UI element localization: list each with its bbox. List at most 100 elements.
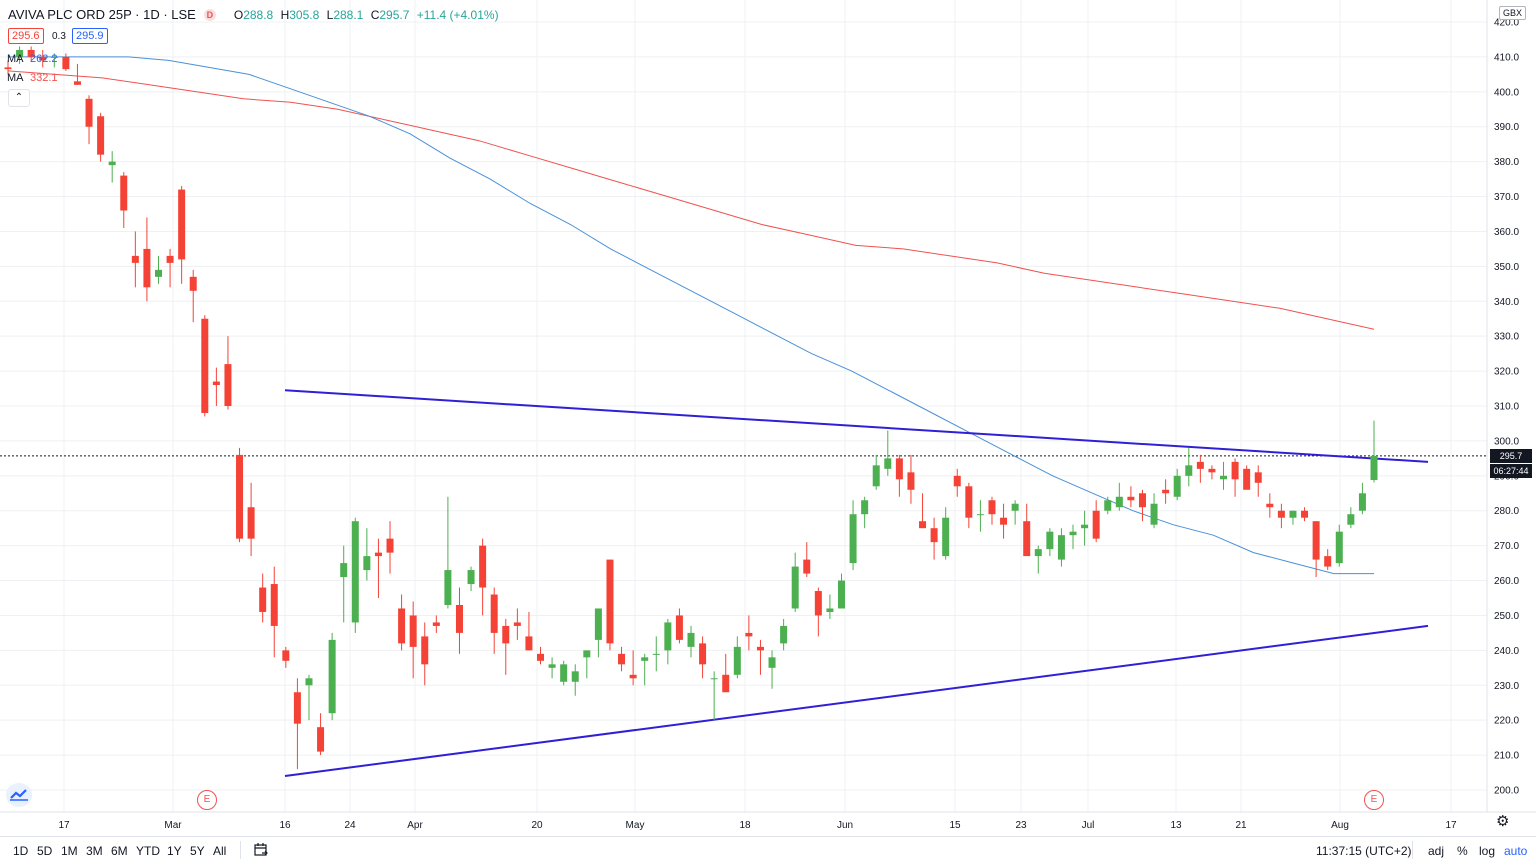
candle-body [1347,514,1355,525]
candle-body [1185,465,1193,476]
candle [919,493,927,529]
candle [502,618,510,675]
candle-body [525,636,533,651]
candle-body [305,678,313,686]
flag-icon[interactable]: D [203,8,216,21]
candle-body [1023,521,1031,557]
candle [1081,510,1089,546]
candle-body [548,664,556,668]
candle [699,636,707,679]
candle [351,517,359,633]
candle [143,217,151,302]
candle [953,468,961,497]
range-1m[interactable]: 1M [61,844,78,858]
candle-body [1081,524,1089,529]
ask-price-box[interactable]: 295.9 [72,28,108,44]
candle-body [1127,496,1135,501]
auto-toggle[interactable]: auto [1504,844,1528,858]
candle [1254,465,1262,497]
candle [73,63,81,85]
ohlc-values: O288.8 H305.8 L288.1 C295.7 +11.4 (+4.01… [233,7,499,22]
candle-body [189,276,197,291]
candle [618,646,626,672]
gear-icon[interactable]: ⚙ [1496,813,1510,830]
tradingview-logo-icon[interactable] [6,783,32,807]
candle [1312,521,1320,578]
indicator-ma-slow[interactable]: MA 332.1 [7,72,58,84]
range-all[interactable]: All [213,844,227,858]
price-tick-label: 420.0 [1494,18,1519,29]
candle-body [432,622,440,626]
candle [791,552,799,612]
candle-body [16,49,24,57]
currency-badge[interactable]: GBX [1498,6,1526,20]
time-tick-label: 21 [1235,820,1247,831]
range-3m[interactable]: 3M [86,844,103,858]
candle [537,646,545,665]
candle [398,594,406,651]
adj-toggle[interactable]: adj [1428,844,1445,858]
candle-body [1104,500,1112,511]
candle [1208,465,1216,480]
candle-body [386,538,394,553]
candle-body [791,566,799,609]
candle [1277,503,1285,529]
candle-body [1150,503,1158,525]
candle-body [756,646,764,651]
log-toggle[interactable]: log [1479,844,1496,858]
candle-body [120,175,128,211]
candle [1301,507,1309,522]
chart-legend: AVIVA PLC ORD 25P · 1D · LSE D O288.8 H3… [8,7,499,22]
time-tick-label: 23 [1015,820,1027,831]
bid-price-box[interactable]: 295.6 [8,28,44,44]
range-1d[interactable]: 1D [13,844,29,858]
candle-body [1370,455,1378,481]
candle [120,172,128,228]
date-range-icon[interactable] [253,842,269,861]
candle-body [722,674,730,693]
candle-body [583,650,591,658]
price-tick-label: 250.0 [1494,611,1519,622]
candle [1185,447,1193,487]
range-5y[interactable]: 5Y [190,844,205,858]
candle [178,186,186,284]
candle [490,587,498,654]
candle-body [618,653,626,665]
candle [664,618,672,665]
candle [340,545,348,623]
earnings-marker[interactable]: E [197,790,217,810]
symbol-title[interactable]: AVIVA PLC ORD 25P · 1D · LSE [8,7,196,22]
candle [479,538,487,616]
candles [4,46,1378,770]
candle [305,674,313,721]
candle-body [224,364,232,406]
candle [85,95,93,145]
candle [745,615,753,651]
chevron-up-icon[interactable]: ⌃ [8,89,30,107]
range-1y[interactable]: 1Y [167,844,182,858]
price-chart[interactable]: 200.0 210.0 220.0 230.0 240.0 250.0 260.0 270.0… [0,0,1536,836]
candle [1092,500,1100,543]
candle [710,671,718,721]
candle [1034,545,1042,574]
candle [224,336,232,410]
percent-toggle[interactable]: % [1457,844,1468,858]
earnings-marker[interactable]: E [1364,790,1384,810]
clock-display[interactable]: 11:37:15 (UTC+2) [1316,844,1412,858]
bottom-toolbar: 1D 5D 1M 3M 6M YTD 1Y 5Y All 11:37:15 (U… [0,836,1536,865]
candle-body [1196,461,1204,469]
indicator-ma-fast[interactable]: MA 262.2 [7,53,58,65]
candle [768,650,776,689]
candle [189,269,197,323]
moving-averages [7,56,1375,575]
candle-body [1312,521,1320,560]
candle [1266,493,1274,518]
range-6m[interactable]: 6M [111,844,128,858]
candle [942,507,950,560]
range-ytd[interactable]: YTD [136,844,160,858]
spread-value: 0.3 [52,31,66,42]
candle-body [154,269,162,277]
range-5d[interactable]: 5D [37,844,53,858]
candle-body [178,189,186,260]
time-tick-label: 17 [58,820,70,831]
